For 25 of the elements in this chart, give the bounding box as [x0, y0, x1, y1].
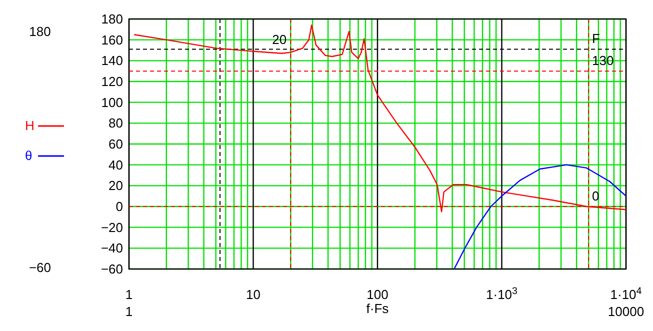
x-tick-label: 1·10$^{4}$ — [610, 286, 642, 302]
y-tick-label: 60 — [108, 136, 123, 152]
legend-label: θ — [25, 148, 32, 163]
y-tick-label: 120 — [101, 74, 123, 90]
y-tick-label: 180 — [101, 12, 123, 27]
x-tick-label: 10 — [246, 287, 260, 302]
text: 1 — [125, 304, 133, 319]
text: 10000 — [608, 304, 644, 319]
y-tick-label: −40 — [100, 240, 123, 256]
legend-label: H — [25, 118, 34, 133]
y-tick-label: 80 — [108, 116, 123, 131]
y-tick-label: 140 — [101, 53, 123, 68]
y-tick-label: −60 — [100, 262, 123, 277]
y-tick-label: 160 — [101, 32, 123, 48]
text: −60 — [28, 260, 52, 275]
y-tick-label: 0 — [116, 199, 123, 214]
y-tick-label: 100 — [101, 94, 123, 110]
x-tick-label: 1 — [125, 287, 133, 302]
x-tick-label: 100 — [366, 287, 388, 302]
x-tick-label: 1·10$^{3}$ — [486, 286, 518, 302]
y-tick-label: 20 — [108, 178, 123, 194]
y-tick-label: 40 — [108, 157, 123, 172]
y-tick-label: −20 — [100, 220, 123, 235]
text: 180 — [29, 24, 51, 39]
x-axis-title: f·Fs — [366, 301, 390, 316]
